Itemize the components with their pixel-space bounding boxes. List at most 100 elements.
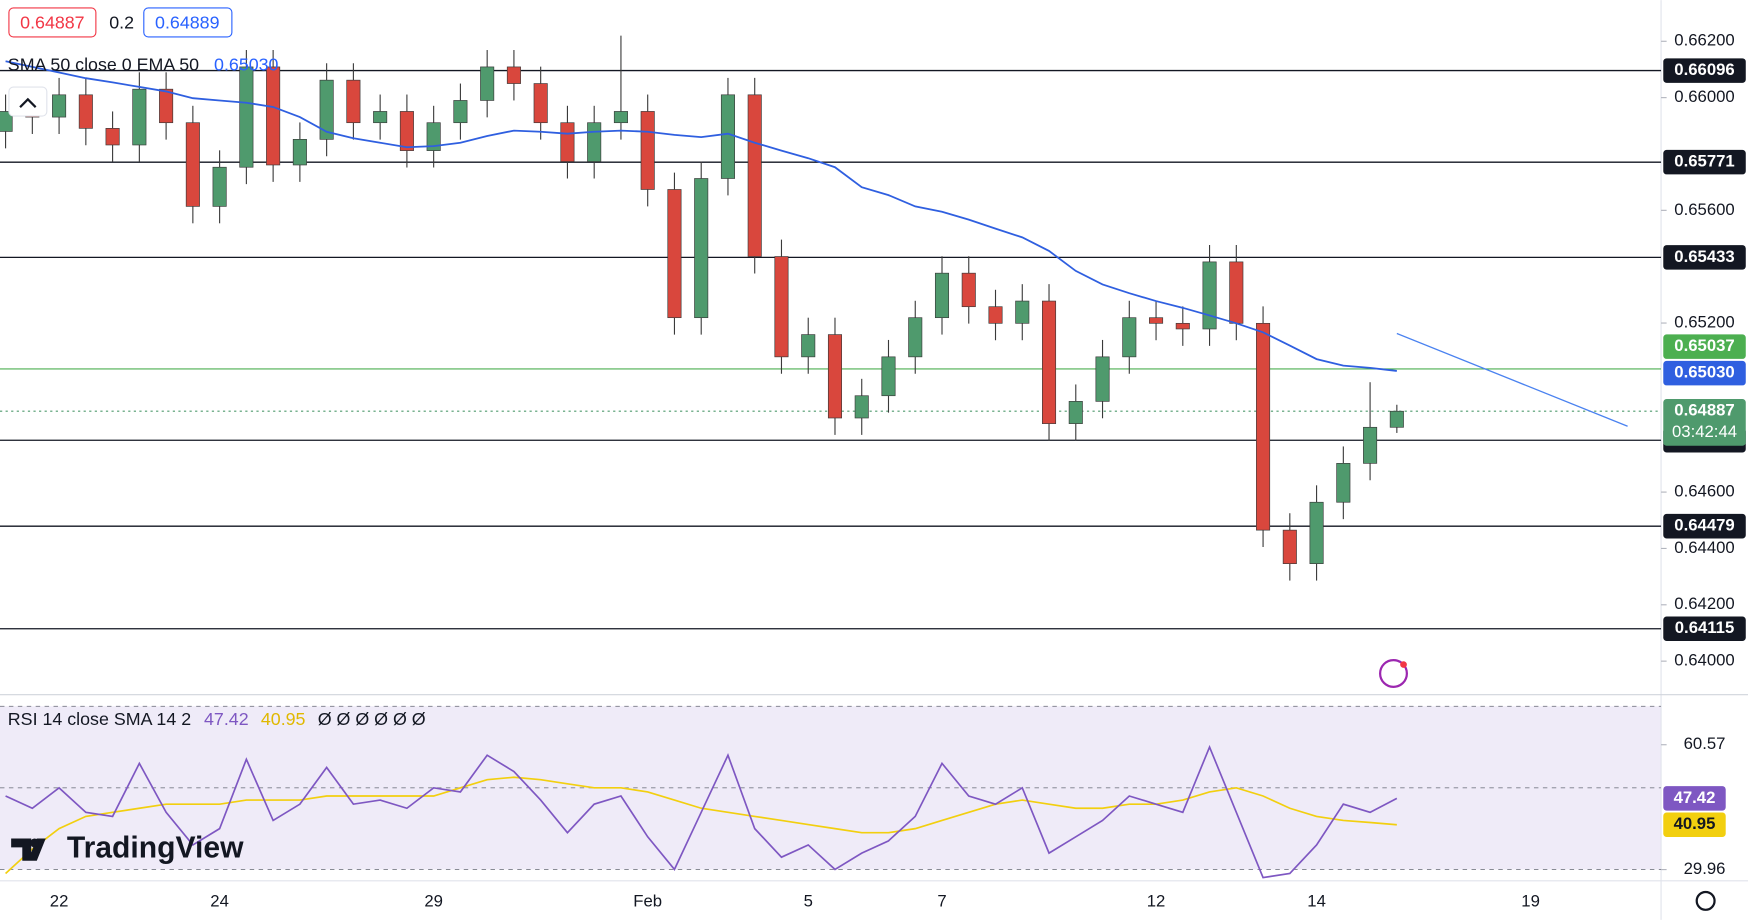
candle-body	[988, 306, 1003, 324]
candle-body	[453, 100, 468, 124]
candle-body	[613, 111, 628, 124]
candle-body	[373, 111, 388, 124]
rsi-axis-label: 40.95	[1674, 814, 1716, 833]
x-tick-label: 24	[210, 891, 229, 910]
candle-body	[399, 111, 414, 151]
level-label-box	[1663, 513, 1746, 539]
x-tick-label: 12	[1147, 891, 1166, 910]
candle-body	[1149, 317, 1164, 324]
level-label: 0.64479	[1674, 516, 1734, 535]
bid-price: 0.64887	[20, 12, 85, 32]
candle-body	[774, 256, 789, 358]
ask-box[interactable]	[143, 7, 233, 38]
candle-body	[292, 139, 307, 166]
candle-body	[1229, 261, 1244, 324]
level-label-box	[1663, 616, 1746, 642]
candle-body	[1336, 463, 1351, 503]
candle-body	[159, 88, 174, 124]
x-tick-label: 5	[804, 891, 813, 910]
ema-axis-label: 0.65030	[1674, 363, 1734, 382]
candle-body	[827, 334, 843, 419]
candle-body	[239, 66, 254, 168]
candle-body	[0, 111, 13, 132]
logo-text: TradingView	[67, 832, 244, 865]
candle-body	[1309, 501, 1324, 564]
candle-body	[908, 317, 923, 358]
collapse-button[interactable]	[8, 86, 48, 117]
candle-body	[1015, 300, 1030, 324]
y-tick-label: 0.65200	[1674, 312, 1734, 331]
rsi-axis-box	[1663, 812, 1726, 838]
candle-body	[560, 122, 575, 162]
y-tick-label: 0.64200	[1674, 594, 1734, 613]
y-tick-label: 0.66200	[1674, 31, 1734, 50]
ema-line	[5, 60, 1397, 372]
x-tick-label: 7	[937, 891, 946, 910]
candle-body	[961, 272, 976, 308]
ema-axis-label-box	[1663, 360, 1746, 386]
candle-body	[52, 94, 67, 118]
logo: TradingView	[11, 832, 244, 865]
candle-body	[667, 189, 682, 319]
candle-body	[426, 122, 441, 151]
level-label-box	[1663, 149, 1746, 175]
x-tick-label: 22	[50, 891, 69, 910]
candle-body	[506, 66, 521, 84]
y-tick-label: 0.65600	[1674, 200, 1734, 219]
candle-body	[640, 111, 655, 190]
rsi-value: 47.42	[204, 709, 249, 729]
rsi-sma-value: 40.95	[261, 709, 306, 729]
candle-body	[720, 94, 735, 179]
candle-body	[587, 122, 602, 162]
candle-body	[801, 334, 816, 358]
last-price-label: 0.64887	[1674, 401, 1734, 420]
candle-body	[1363, 426, 1378, 464]
y-tick-label: 29.96	[1684, 859, 1726, 878]
alert-dot	[1400, 661, 1407, 668]
candle-body	[1122, 317, 1137, 358]
x-tick-label: 14	[1307, 891, 1326, 910]
indicator-value: 0.65030	[214, 55, 279, 75]
candle-body	[346, 79, 361, 124]
candle-body	[480, 66, 495, 101]
rsi-placeholders: Ø Ø Ø Ø Ø Ø	[318, 709, 426, 729]
indicator-legend: SMA 50 close 0 EMA 50	[8, 55, 199, 75]
level-label: 0.65433	[1674, 247, 1734, 266]
candle-body	[1256, 322, 1271, 531]
level-label: 0.65771	[1674, 152, 1734, 171]
spread: 0.2	[109, 12, 134, 32]
level-label-box	[1663, 245, 1746, 270]
rsi-axis-label: 47.42	[1674, 788, 1716, 807]
level-label-box	[1663, 58, 1746, 83]
candle-body	[747, 94, 762, 257]
candle-body	[694, 178, 709, 319]
candle-body	[319, 79, 334, 140]
candle-body	[105, 128, 120, 146]
settings-icon[interactable]	[1695, 890, 1716, 911]
x-tick-label: Feb	[633, 891, 662, 910]
x-tick-label: 29	[424, 891, 443, 910]
collapse-icon	[19, 97, 37, 108]
level-label: 0.66096	[1674, 60, 1734, 79]
ask-price: 0.64889	[155, 12, 220, 32]
y-tick-label: 0.66000	[1674, 87, 1734, 106]
candle-body	[1068, 401, 1083, 424]
candle-body	[934, 272, 950, 319]
rsi-legend: RSI 14 close SMA 14 2	[8, 709, 191, 729]
candle-body	[212, 166, 227, 207]
bid-box[interactable]	[8, 7, 97, 38]
candle-body	[1202, 261, 1217, 330]
alert-icon[interactable]	[1379, 658, 1408, 688]
y-tick-label: 60.57	[1684, 734, 1726, 753]
candle-body	[1175, 322, 1190, 330]
trend-extension	[1396, 332, 1628, 427]
y-tick-label: 0.64400	[1674, 538, 1734, 557]
last-price-box	[1663, 398, 1746, 446]
rsi-axis-box	[1663, 786, 1726, 811]
candle-body	[1095, 356, 1110, 402]
candle-body	[881, 356, 896, 397]
reference-label-box	[1663, 334, 1746, 359]
